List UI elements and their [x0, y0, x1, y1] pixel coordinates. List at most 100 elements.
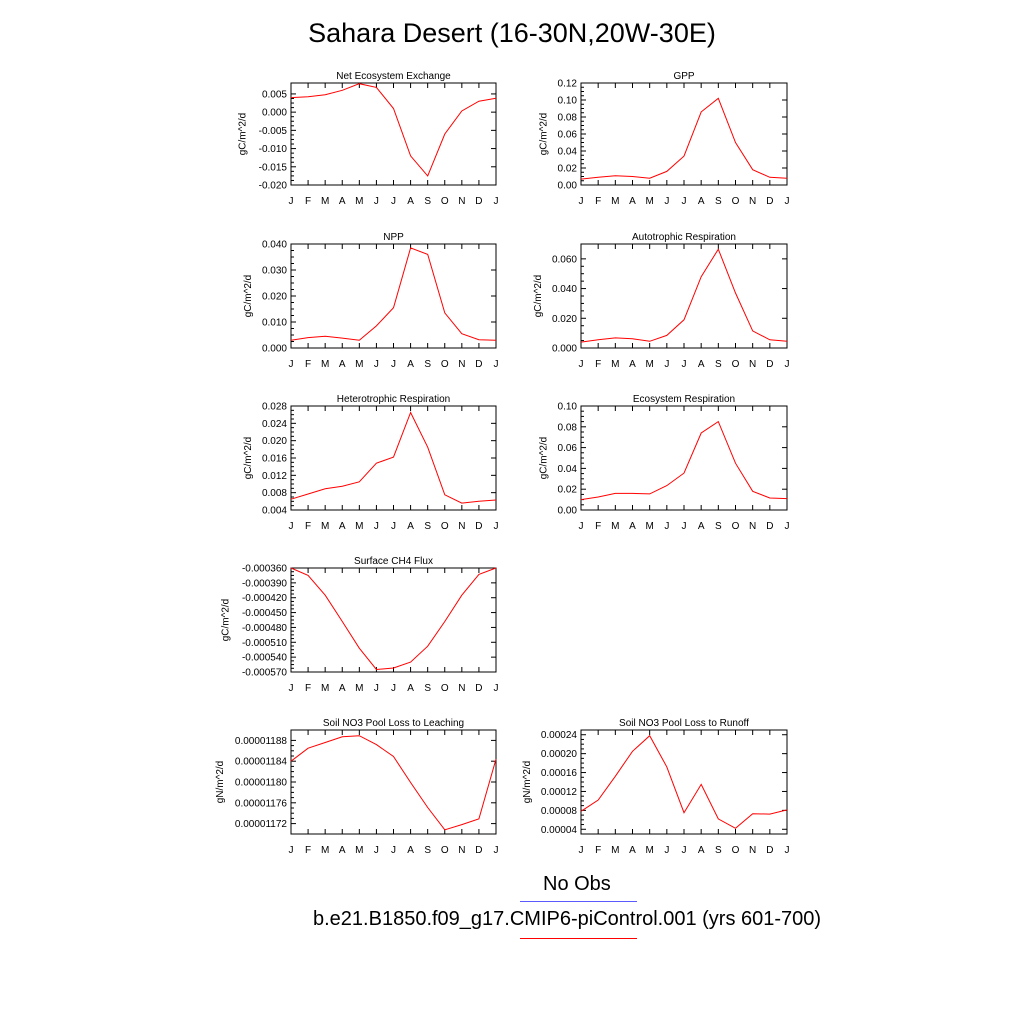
- x-tick-label: J: [579, 845, 584, 856]
- legend-obs-line: [520, 901, 637, 902]
- y-tick-label: -0.000480: [242, 623, 287, 634]
- y-tick-label: 0.010: [262, 318, 287, 329]
- x-tick-label: O: [441, 196, 449, 207]
- x-tick-label: A: [339, 196, 346, 207]
- x-tick-label: M: [355, 521, 363, 532]
- y-axis-label: gC/m^2/d: [539, 113, 550, 156]
- y-tick-label: -0.015: [259, 162, 288, 173]
- x-tick-label: A: [407, 521, 414, 532]
- x-tick-label: F: [305, 683, 311, 694]
- y-tick-label: 0.00024: [541, 730, 578, 741]
- x-tick-label: J: [494, 521, 499, 532]
- x-tick-label: J: [785, 359, 790, 370]
- x-tick-label: M: [355, 845, 363, 856]
- x-tick-label: A: [339, 845, 346, 856]
- x-tick-label: J: [374, 683, 379, 694]
- x-tick-label: A: [629, 359, 636, 370]
- y-tick-label: 0.020: [262, 436, 287, 447]
- x-tick-label: N: [458, 683, 465, 694]
- y-tick-label: 0.00: [558, 181, 578, 192]
- x-tick-label: S: [424, 521, 431, 532]
- x-tick-label: M: [321, 196, 329, 207]
- x-tick-label: O: [441, 845, 449, 856]
- panel-2: J F M A M J J A S O N D J0.0000.0100.0200.0300.040NP…: [243, 232, 499, 370]
- y-tick-label: 0.024: [262, 419, 287, 430]
- x-tick-label: J: [289, 521, 294, 532]
- x-tick-label: J: [664, 845, 669, 856]
- x-tick-label: J: [579, 196, 584, 207]
- x-tick-label: D: [766, 196, 773, 207]
- x-tick-label: J: [682, 359, 687, 370]
- x-tick-label: A: [339, 683, 346, 694]
- panel-3: J F M A M J J A S O N D J0.0000.0200.0400.060Autotro…: [533, 232, 790, 370]
- x-tick-label: J: [391, 196, 396, 207]
- x-tick-label: S: [424, 683, 431, 694]
- x-tick-label: O: [732, 359, 740, 370]
- y-tick-label: 0.020: [552, 314, 577, 325]
- x-tick-label: A: [407, 683, 414, 694]
- x-tick-label: M: [321, 521, 329, 532]
- x-tick-label: F: [595, 196, 601, 207]
- x-tick-label: M: [611, 359, 619, 370]
- x-tick-label: A: [698, 196, 705, 207]
- y-tick-label: 0.016: [262, 454, 287, 465]
- x-tick-label: A: [629, 845, 636, 856]
- y-axis-label: gC/m^2/d: [539, 437, 550, 480]
- x-tick-label: F: [595, 521, 601, 532]
- series-line: [290, 567, 497, 671]
- y-axis-label: gC/m^2/d: [243, 437, 254, 480]
- y-tick-label: 0.10: [558, 96, 578, 107]
- x-tick-label: F: [305, 845, 311, 856]
- panel-5: J F M A M J J A S O N D J0.000.020.040.060.080.10Eco…: [539, 394, 790, 532]
- x-tick-label: D: [766, 845, 773, 856]
- panel-title: GPP: [673, 71, 694, 82]
- y-axis-label: gN/m^2/d: [522, 761, 533, 804]
- series-line: [580, 248, 788, 343]
- y-tick-label: -0.000510: [242, 638, 287, 649]
- y-tick-label: -0.000540: [242, 653, 287, 664]
- panel-1: J F M A M J J A S O N D J0.000.020.040.060.080.100.1…: [539, 71, 790, 207]
- x-tick-label: S: [715, 359, 722, 370]
- x-tick-label: S: [715, 196, 722, 207]
- x-tick-label: N: [458, 359, 465, 370]
- y-tick-label: 0.000: [552, 344, 577, 355]
- x-tick-label: F: [595, 359, 601, 370]
- y-tick-label: 0.008: [262, 488, 287, 499]
- y-tick-label: -0.005: [259, 126, 288, 137]
- x-tick-label: N: [458, 196, 465, 207]
- panel-7: J F M A M J J A S O N D J0.000011720.000011760.00001…: [215, 718, 499, 856]
- x-tick-label: J: [391, 845, 396, 856]
- x-tick-label: N: [458, 845, 465, 856]
- x-tick-label: J: [374, 521, 379, 532]
- x-tick-label: J: [391, 359, 396, 370]
- y-tick-label: 0.00: [558, 506, 578, 517]
- panel-title: Autotrophic Respiration: [632, 232, 736, 243]
- x-tick-label: J: [391, 683, 396, 694]
- x-tick-label: A: [698, 521, 705, 532]
- x-tick-label: N: [749, 845, 756, 856]
- x-tick-label: J: [494, 359, 499, 370]
- y-tick-label: 0.028: [262, 402, 287, 413]
- x-tick-label: D: [475, 683, 482, 694]
- series-line: [580, 420, 788, 501]
- y-tick-label: 0.030: [262, 266, 287, 277]
- y-axis-label: gN/m^2/d: [215, 761, 226, 804]
- plot-frame: [290, 729, 497, 835]
- plot-frame: [290, 405, 497, 511]
- plot-frame: [290, 243, 497, 349]
- y-tick-label: -0.000390: [242, 578, 287, 589]
- x-tick-label: D: [475, 845, 482, 856]
- x-tick-label: A: [629, 196, 636, 207]
- y-tick-label: 0.00020: [541, 749, 578, 760]
- y-tick-label: 0.02: [558, 485, 578, 496]
- series-line: [290, 735, 497, 831]
- y-tick-label: 0.000: [262, 344, 287, 355]
- x-tick-label: J: [664, 521, 669, 532]
- x-tick-label: M: [321, 359, 329, 370]
- x-tick-label: D: [766, 359, 773, 370]
- x-tick-label: S: [715, 845, 722, 856]
- x-tick-label: O: [732, 845, 740, 856]
- plot-frame: [290, 82, 497, 186]
- panel-0: J F M A M J J A S O N D J-0.020-0.015-0.010-0.0050.0…: [237, 71, 498, 207]
